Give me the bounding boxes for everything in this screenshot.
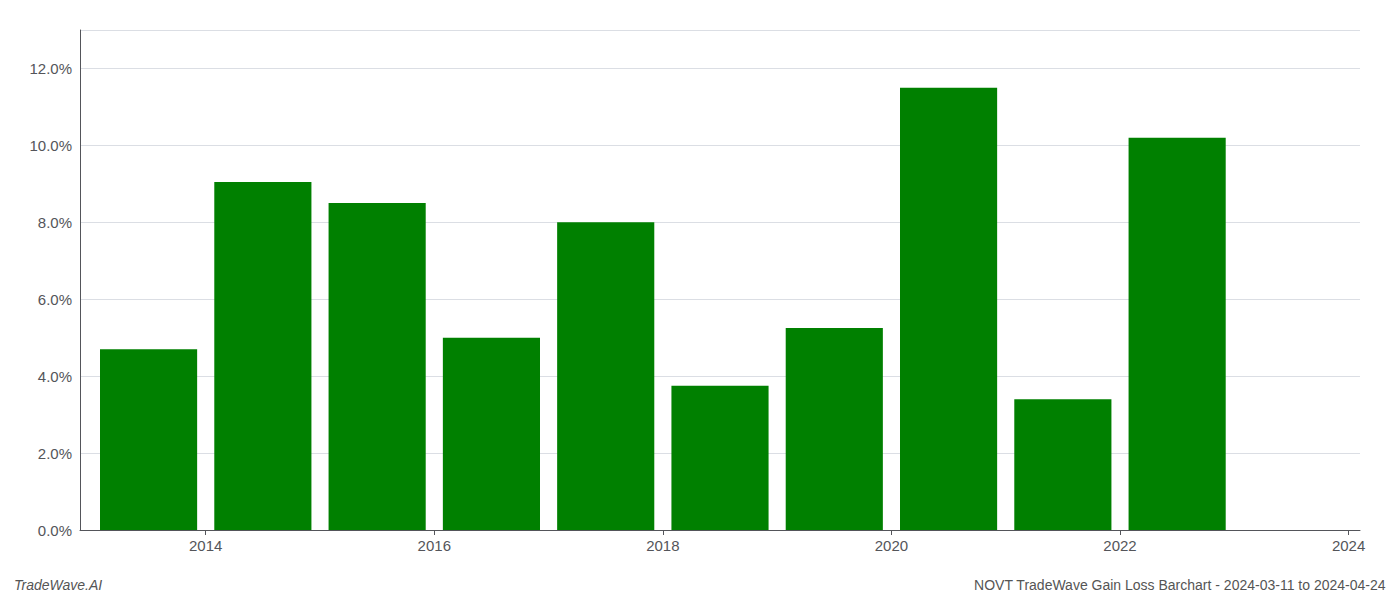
svg-text:2016: 2016 bbox=[418, 537, 451, 554]
svg-text:6.0%: 6.0% bbox=[38, 291, 72, 308]
svg-text:8.0%: 8.0% bbox=[38, 214, 72, 231]
svg-text:TradeWave.AI: TradeWave.AI bbox=[14, 577, 102, 593]
svg-text:12.0%: 12.0% bbox=[29, 60, 72, 77]
svg-text:2020: 2020 bbox=[875, 537, 908, 554]
svg-text:2.0%: 2.0% bbox=[38, 445, 72, 462]
svg-text:0.0%: 0.0% bbox=[38, 522, 72, 539]
svg-text:2018: 2018 bbox=[646, 537, 679, 554]
svg-text:2022: 2022 bbox=[1103, 537, 1136, 554]
svg-text:NOVT TradeWave Gain Loss Barch: NOVT TradeWave Gain Loss Barchart - 2024… bbox=[974, 577, 1386, 593]
svg-text:2024: 2024 bbox=[1332, 537, 1365, 554]
svg-text:2014: 2014 bbox=[189, 537, 222, 554]
svg-text:4.0%: 4.0% bbox=[38, 368, 72, 385]
svg-text:10.0%: 10.0% bbox=[29, 137, 72, 154]
